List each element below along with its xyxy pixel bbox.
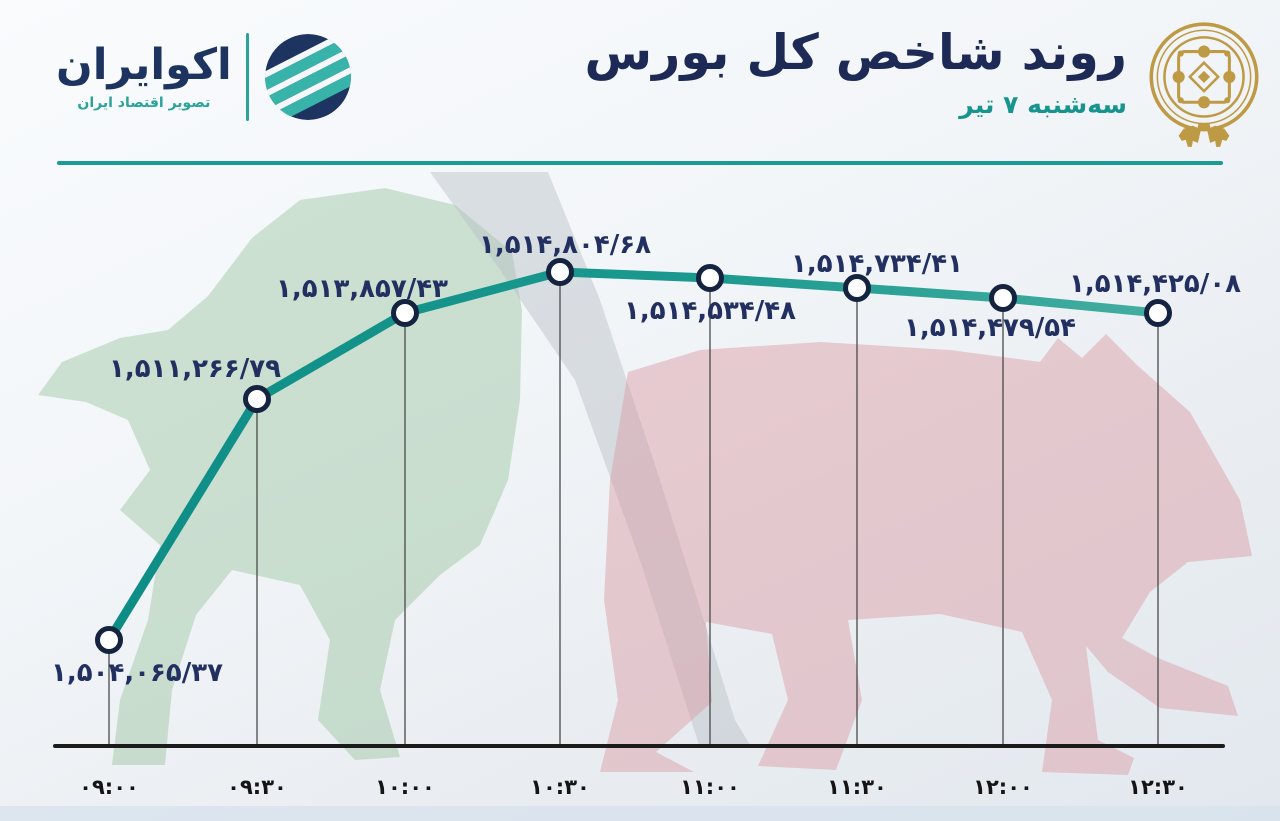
drop-lines [108,285,1159,744]
marker-1230 [1144,299,1172,327]
value-label-1130: ۱,۵۱۴,۷۳۴/۴۱ [791,249,963,279]
ecoiran-logo-icon [264,34,351,120]
marker-1030 [546,258,574,286]
marker-1200 [989,284,1017,312]
gray-arrow-wedge [430,172,752,748]
stock-exchange-emblem-icon [1149,22,1259,147]
tick-0900: ۰۹:۰۰ [79,775,139,799]
header-divider-line [57,161,1223,165]
tick-0930: ۰۹:۳۰ [227,775,287,799]
data-point-markers [95,258,1172,654]
page-title: روند شاخص کل بورس [584,24,1127,81]
ecoiran-brand: اکوایران تصویر اقتصاد ایران [56,32,353,122]
marker-1000 [391,299,419,327]
marker-0930 [243,385,271,413]
tick-1230: ۱۲:۳۰ [1128,775,1188,799]
value-label-1200: ۱,۵۱۴,۴۷۹/۵۴ [904,313,1076,343]
bottom-tint-strip [0,806,1280,821]
tick-1200: ۱۲:۰۰ [973,775,1033,799]
index-trend-line [104,267,1163,645]
tick-1000: ۱۰:۰۰ [375,775,435,799]
value-label-0900: ۱,۵۰۴,۰۶۵/۳۷ [51,658,223,688]
title-block: روند شاخص کل بورس سه‌شنبه ۷ تیر [584,24,1127,119]
marker-1130 [843,274,871,302]
brand-tagline: تصویر اقتصاد ایران [77,94,211,111]
value-label-1030: ۱,۵۱۴,۸۰۴/۶۸ [479,230,651,260]
marker-1100 [696,264,724,292]
tick-1030: ۱۰:۳۰ [530,775,590,799]
marker-0900 [95,626,123,654]
brand-wordmark: اکوایران [56,40,232,91]
bull-silhouette [38,188,522,765]
bear-silhouette [600,334,1252,775]
value-label-0930: ۱,۵۱۱,۲۶۶/۷۹ [109,354,281,384]
tick-1130: ۱۱:۳۰ [827,775,887,799]
value-label-1000: ۱,۵۱۳,۸۵۷/۴۳ [276,274,448,304]
date-subtitle: سه‌شنبه ۷ تیر [959,89,1127,119]
brand-text: اکوایران تصویر اقتصاد ایران [56,40,232,111]
value-label-1100: ۱,۵۱۴,۵۳۴/۴۸ [624,296,796,326]
value-label-1230: ۱,۵۱۴,۴۲۵/۰۸ [1069,269,1241,299]
brand-divider [245,33,249,121]
tick-1100: ۱۱:۰۰ [680,775,740,799]
